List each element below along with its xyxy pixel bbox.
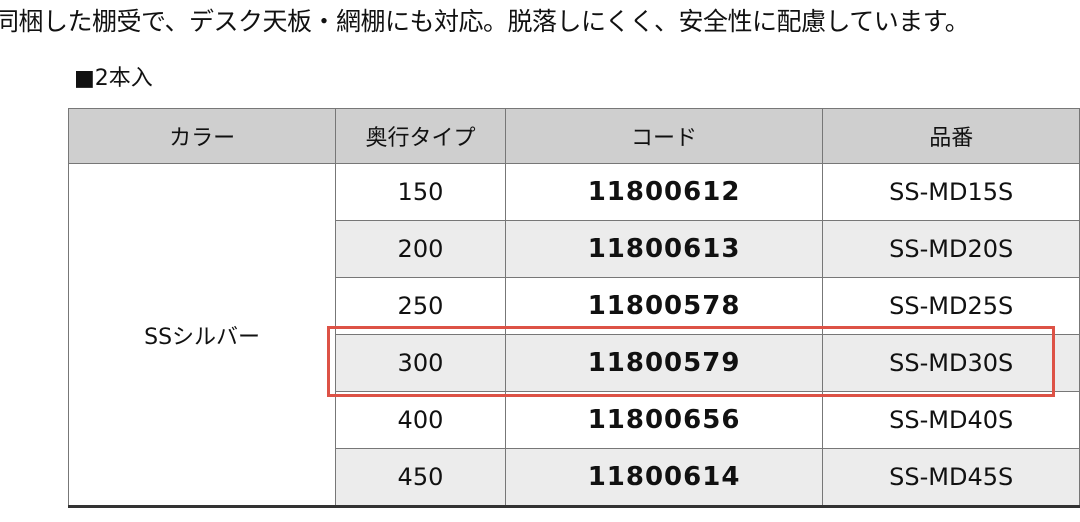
part-number-cell: SS-MD40S: [822, 391, 1080, 449]
table-row: 250 11800578 SS-MD25S: [69, 277, 1080, 335]
code-cell: 11800579: [504, 334, 824, 392]
color-cell: SSシルバー: [67, 163, 337, 507]
table-row: 200 11800613 SS-MD20S: [69, 220, 1080, 278]
table-row: SSシルバー 150 11800612 SS-MD15S: [67, 163, 1080, 507]
highlight-box: [327, 325, 1055, 397]
code-cell: 11800613: [504, 220, 824, 278]
depth-cell: 400: [335, 391, 506, 449]
code-cell: 11800578: [504, 277, 824, 335]
part-number-cell: SS-MD20S: [822, 220, 1080, 278]
table-row: 400 11800656 SS-MD40S: [69, 391, 1080, 449]
part-number-cell: SS-MD45S: [822, 448, 1080, 507]
depth-cell: 300: [335, 334, 506, 392]
part-number-cell: SS-MD25S: [822, 277, 1080, 335]
part-number-cell: SS-MD30S: [822, 334, 1080, 392]
header-cell: 品番: [822, 108, 1080, 164]
header-row: カラー 奥行タイプ コード 品番: [67, 108, 1080, 164]
header-cell: コード: [504, 108, 824, 164]
product-table: カラー 奥行タイプ コード 品番 SSシルバー 150 11800612 SS-MD15S 2…: [67, 108, 1080, 508]
code-cell: 11800656: [504, 391, 824, 449]
subtitle: ■2本入: [74, 66, 153, 91]
header-cell: 奥行タイプ: [335, 108, 506, 164]
depth-cell: 450: [335, 448, 506, 507]
part-number-cell: SS-MD15S: [822, 163, 1080, 221]
intro-text: 同梱した棚受で、デスク天板・網棚にも対応。脱落しにくく、安全性に配慮しています。: [0, 7, 970, 36]
code-cell: 11800614: [504, 448, 824, 507]
table-body: SSシルバー 150 11800612 SS-MD15S 200 11800613 SS-M…: [67, 163, 1080, 507]
depth-cell: 200: [335, 220, 506, 278]
depth-cell: 150: [335, 163, 506, 221]
code-cell: 11800612: [504, 163, 824, 221]
table-row: 450 11800614 SS-MD45S: [69, 448, 1080, 507]
header-cell: カラー: [67, 108, 337, 164]
table-row: 300 11800579 SS-MD30S: [69, 334, 1080, 392]
